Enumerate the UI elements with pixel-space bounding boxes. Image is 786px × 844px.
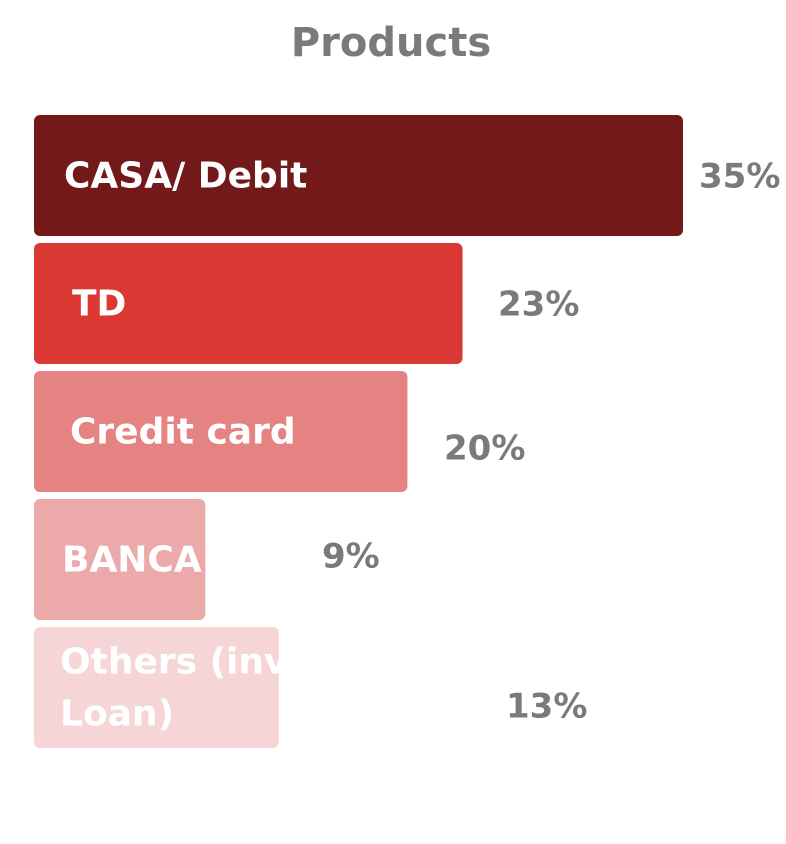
- value-label-4: 9%: [322, 537, 380, 577]
- bar-2: [34, 243, 463, 364]
- bar-label-4: BANCA: [62, 540, 202, 581]
- bar-5: [34, 627, 279, 748]
- value-label-5: 13%: [506, 687, 587, 727]
- value-label-3: 20%: [444, 429, 525, 469]
- bar-label-3: Credit card: [70, 412, 296, 453]
- bar-4: [34, 499, 206, 620]
- bars-group: CASA/ Debit 35% TD 23% Credit card 20% BANCA 9%…: [34, 115, 780, 748]
- chart-title: Products: [291, 20, 491, 66]
- bar-label-1: CASA/ Debit: [64, 156, 307, 197]
- value-label-1: 35%: [699, 157, 780, 197]
- bar-3: [34, 371, 408, 492]
- bar-1: [34, 115, 683, 236]
- bar-label-5: Others (investment, Loan): [60, 642, 469, 735]
- bar-label-2: TD: [72, 284, 126, 325]
- value-label-2: 23%: [498, 285, 579, 325]
